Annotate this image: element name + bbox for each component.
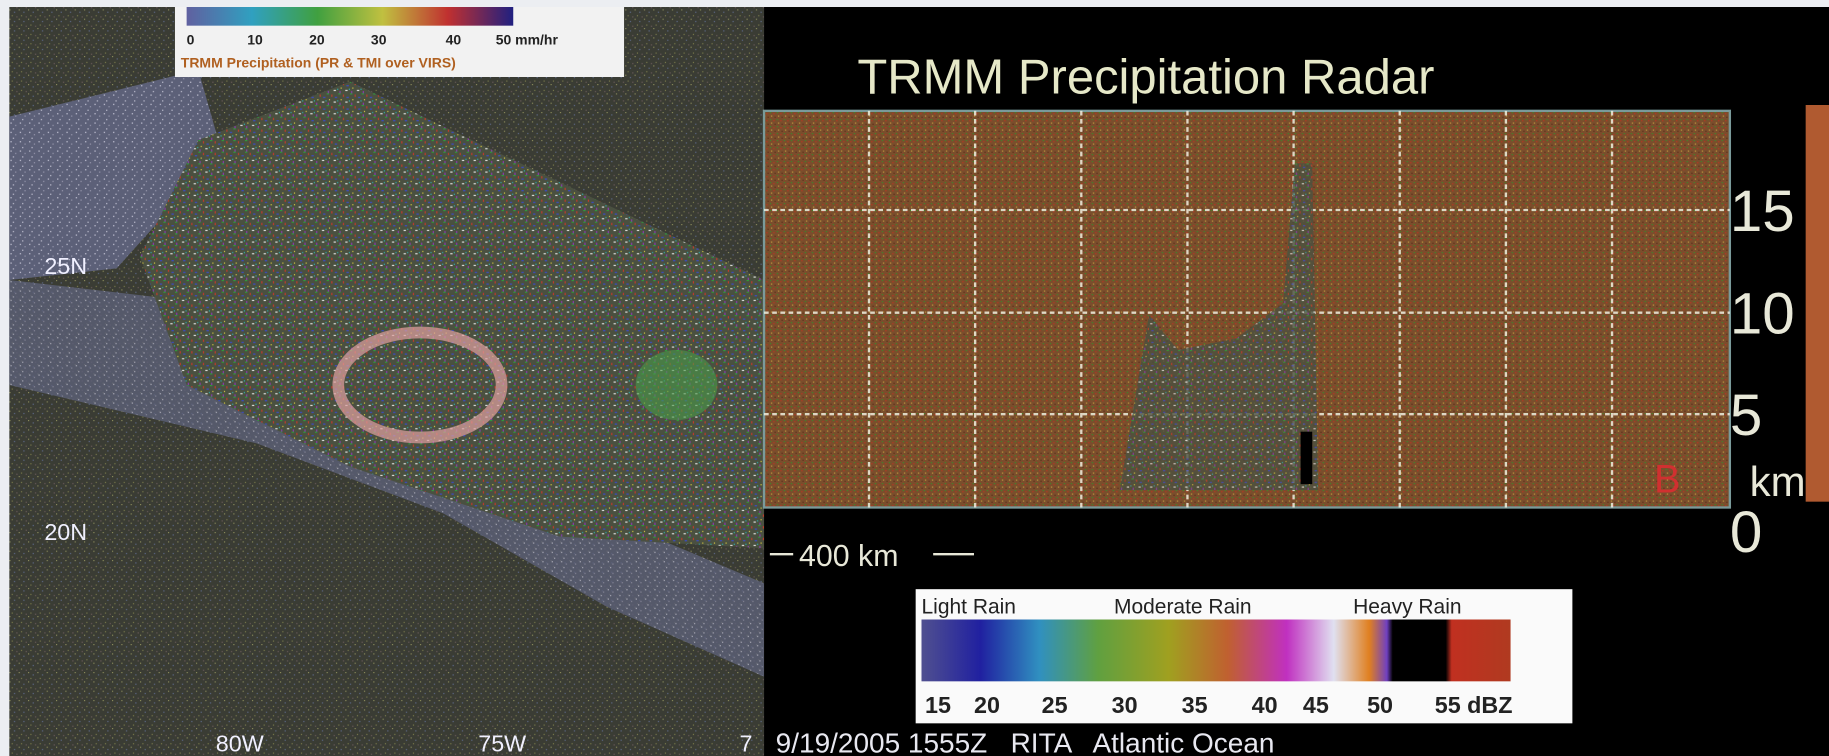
rain-category: Moderate Rain [1114, 596, 1252, 619]
legend-tick: 40 [446, 31, 462, 47]
legend-tick: 10 [247, 31, 263, 47]
radar-panel: TRMM Precipitation Radar B 15 10 5 0 km … [764, 7, 1829, 756]
dbz-tick: 35 [1182, 692, 1208, 718]
rainband [636, 350, 718, 420]
lat-label: 25N [44, 253, 87, 279]
dbz-tick: 55 dBZ [1435, 692, 1513, 718]
map-colorbar [187, 7, 514, 26]
lon-label: 80W [216, 730, 264, 756]
legend-tick: 20 [309, 31, 325, 47]
map-legend-caption: TRMM Precipitation (PR & TMI over VIRS) [181, 55, 456, 71]
height-tick: 0 [1730, 500, 1762, 565]
dbz-tick: 40 [1252, 692, 1278, 718]
lon-label: 75W [478, 730, 526, 756]
dbz-tick: 50 [1367, 692, 1393, 718]
screenshot: 0 10 20 30 40 50 mm/hr TRMM Precipitatio… [0, 0, 1829, 756]
legend-tick: 30 [371, 31, 387, 47]
dbz-tick: 15 [925, 692, 951, 718]
dbz-tick: 30 [1112, 692, 1138, 718]
scale-bar-label: 400 km [799, 540, 898, 573]
page: {"map": {"legend": {"ticks": ["0", "10",… [0, 0, 1829, 756]
dbz-tick: 25 [1042, 692, 1068, 718]
endpoint-label: B [1654, 457, 1680, 501]
rain-category: Light Rain [921, 596, 1015, 619]
rain-core [1301, 432, 1313, 485]
height-tick: 10 [1730, 282, 1795, 347]
rain-categories: Light Rain Moderate Rain Heavy Rain [921, 596, 1461, 619]
height-unit: km [1750, 458, 1806, 505]
lon-label: 7 [740, 730, 753, 756]
dbz-colorbar [921, 620, 1510, 682]
rain-category: Heavy Rain [1353, 596, 1461, 619]
map-panel: 0 10 20 30 40 50 mm/hr TRMM Precipitatio… [9, 7, 764, 756]
dbz-tick: 45 [1303, 692, 1329, 718]
height-tick: 5 [1730, 383, 1762, 448]
legend-tick: 50 mm/hr [496, 31, 559, 47]
lat-label: 20N [44, 519, 87, 545]
radar-title: TRMM Precipitation Radar [857, 50, 1434, 104]
edge-strip [1806, 105, 1829, 502]
legend-tick: 0 [187, 31, 195, 47]
footer: 9/19/2005 1555Z RITA Atlantic Ocean [776, 727, 1275, 756]
dbz-tick: 20 [974, 692, 1000, 718]
height-tick: 15 [1730, 179, 1795, 244]
